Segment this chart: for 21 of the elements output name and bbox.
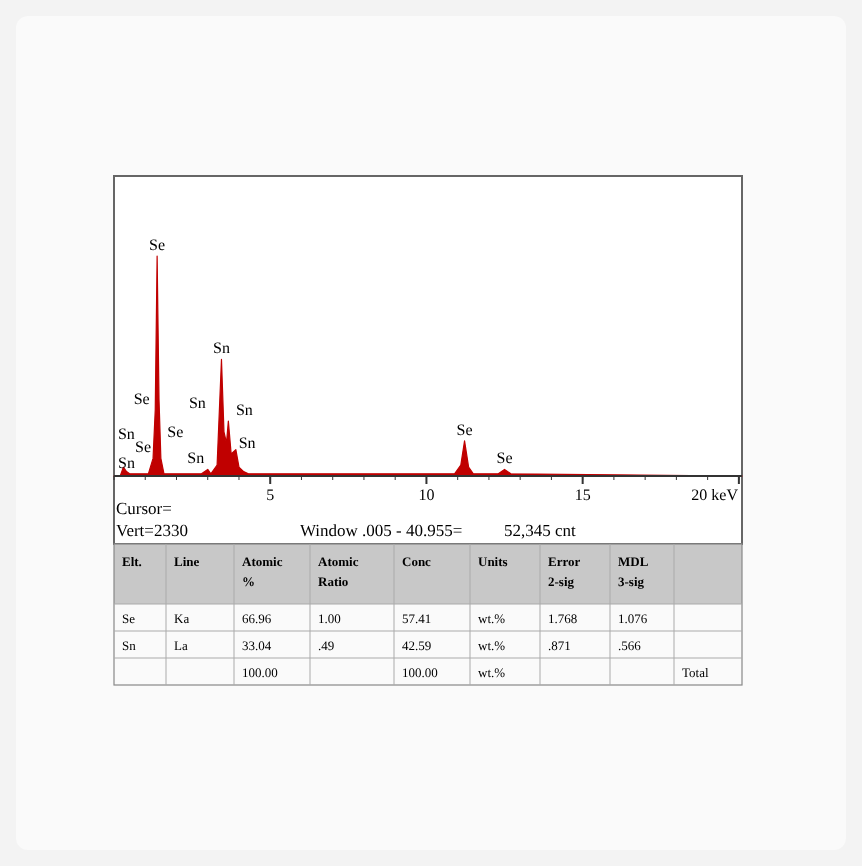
text: Vert=2330 xyxy=(116,520,188,540)
annotation: Sn xyxy=(235,401,253,419)
annotation: Sn xyxy=(213,339,230,358)
annotation: Sn xyxy=(118,453,135,472)
text: 52,345 cnt xyxy=(504,520,578,540)
x-tick-label: 5 xyxy=(266,486,275,504)
annotation: Se xyxy=(149,236,167,254)
annotation: Se xyxy=(167,423,185,441)
annotation: Se xyxy=(133,390,151,408)
annotation: Sn xyxy=(187,449,205,468)
x-tick-label: 15 xyxy=(574,486,591,504)
text: Cursor= xyxy=(116,498,173,518)
annotation: Se xyxy=(496,449,514,468)
annotation: Sn xyxy=(117,425,135,444)
x-tick-label: 10 xyxy=(418,486,435,504)
annotation: Sn xyxy=(238,434,256,452)
annotation: Se xyxy=(135,438,152,457)
text: Window .005 - 40.955= xyxy=(300,520,463,540)
annotation: Se xyxy=(456,420,474,439)
x-tick-label: 20 keV xyxy=(691,486,739,504)
annotation: Sn xyxy=(188,394,206,413)
